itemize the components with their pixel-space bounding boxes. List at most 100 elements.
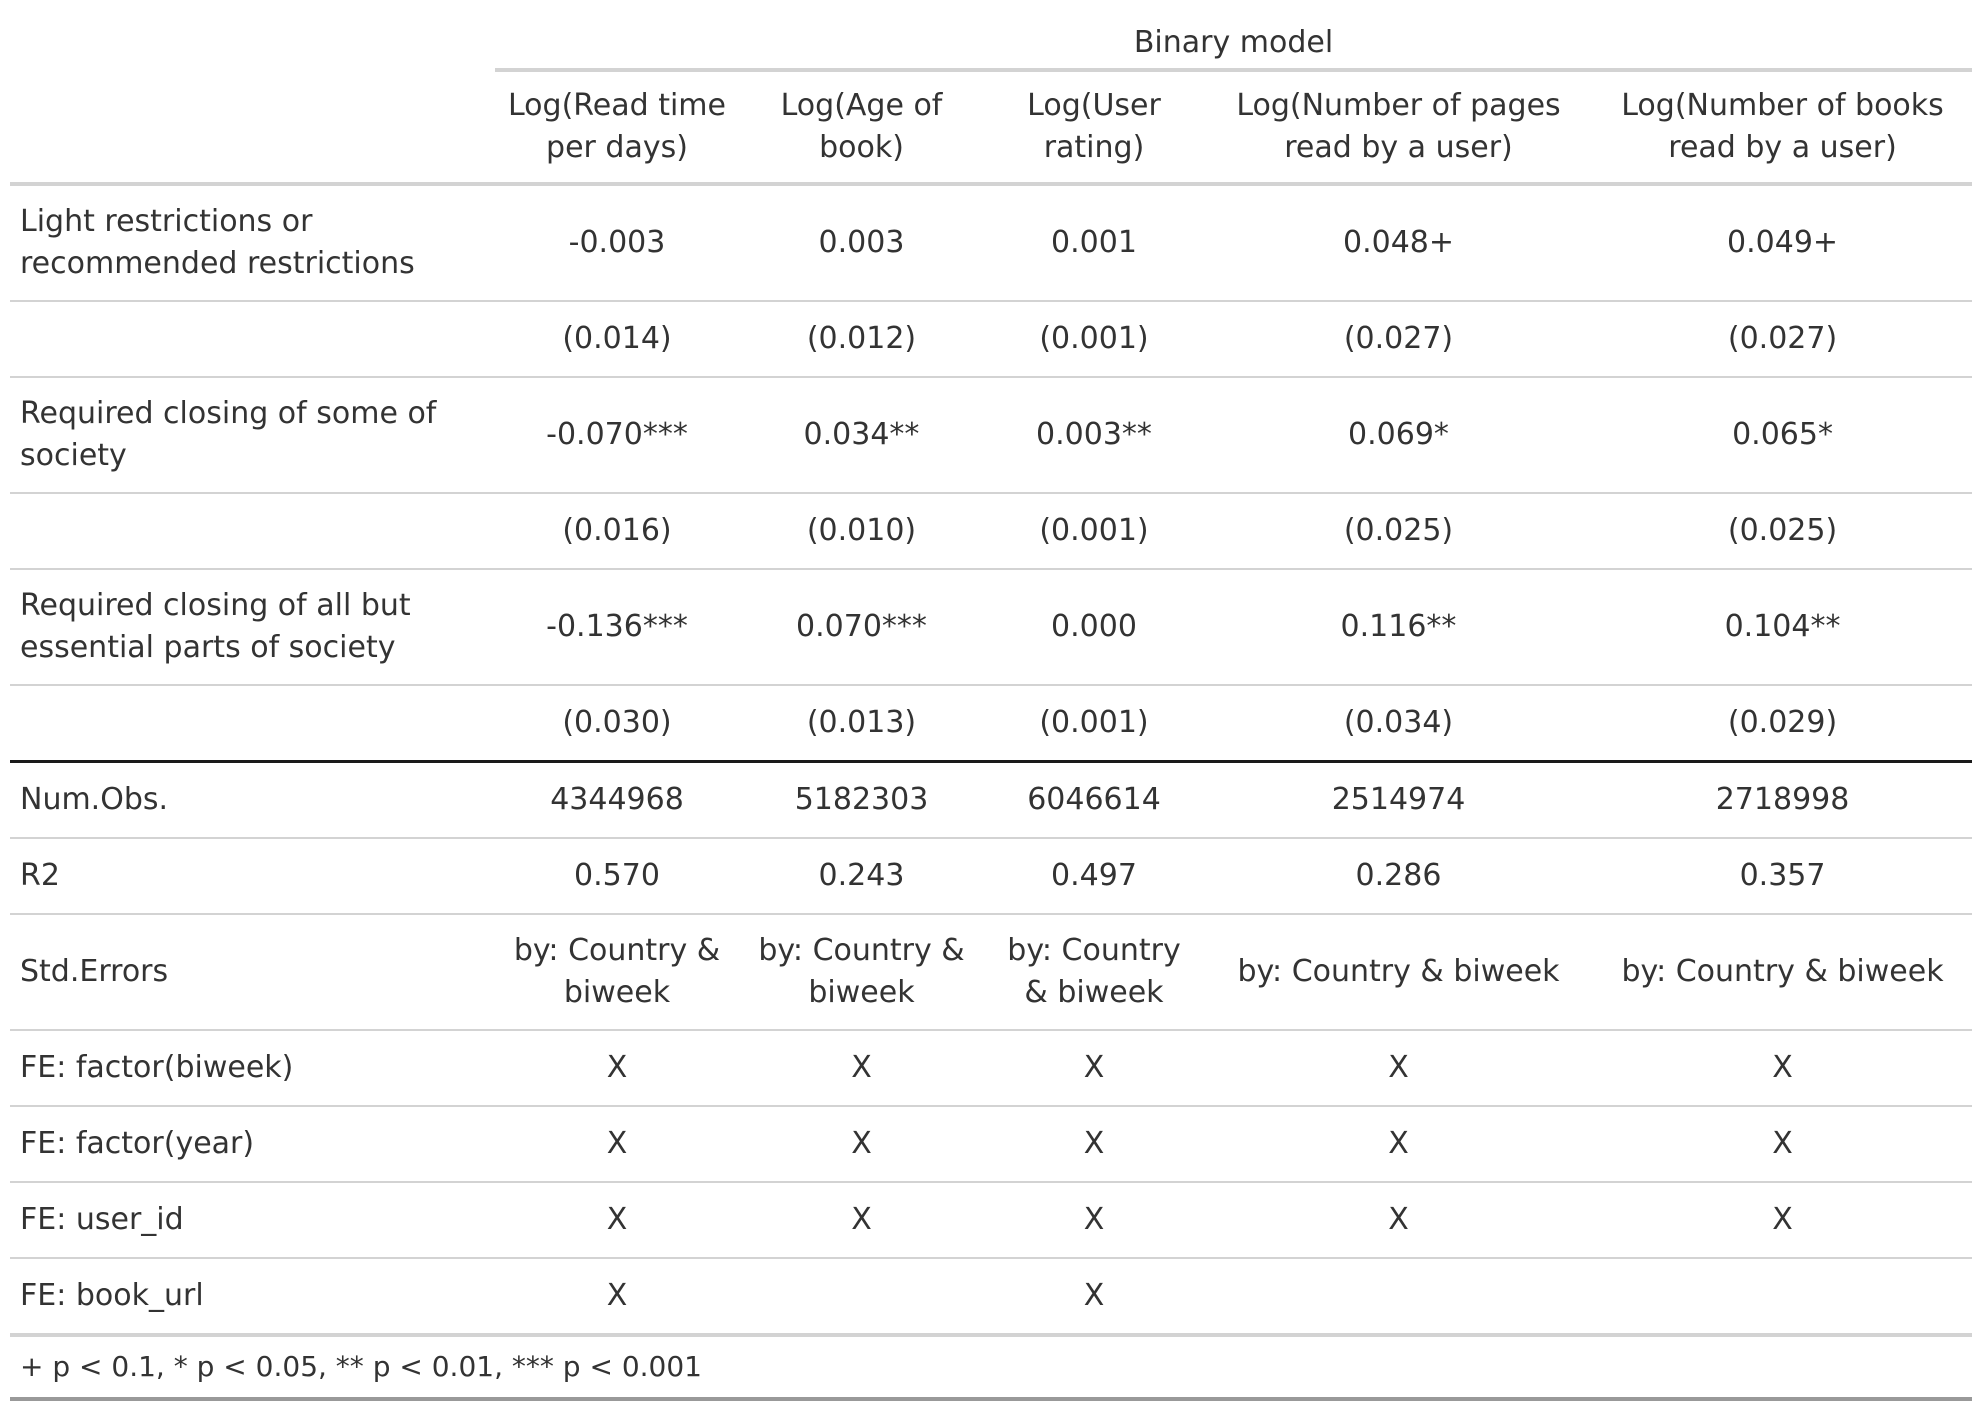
gof-cell: X <box>1204 1182 1593 1259</box>
gof-row-fe-year: FE: factor(year) X X X X X <box>10 1106 1972 1183</box>
estimate-cell: 0.070*** <box>739 569 984 686</box>
std-error-cell: (0.012) <box>739 301 984 378</box>
coefficient-row: Light restrictions or recommended restri… <box>10 184 1972 302</box>
gof-row-fe-biweek: FE: factor(biweek) X X X X X <box>10 1030 1972 1107</box>
gof-cell: by: Country & biweek <box>984 914 1204 1031</box>
gof-cell: X <box>1593 1182 1972 1259</box>
header-corner <box>10 70 495 186</box>
row-label-empty <box>10 301 495 378</box>
gof-cell: 6046614 <box>984 761 1204 839</box>
caption-spacer <box>10 14 495 70</box>
std-error-cell: (0.013) <box>739 685 984 763</box>
gof-cell: by: Country & biweek <box>739 914 984 1031</box>
std-error-cell: (0.027) <box>1204 301 1593 378</box>
std-error-cell: (0.016) <box>495 493 739 570</box>
gof-cell: X <box>495 1258 739 1337</box>
estimate-cell: -0.003 <box>495 184 739 302</box>
row-label: Required closing of all but essential pa… <box>10 569 495 686</box>
estimate-cell: 0.116** <box>1204 569 1593 686</box>
row-label: Num.Obs. <box>10 761 495 839</box>
estimate-cell: 0.048+ <box>1204 184 1593 302</box>
gof-cell: by: Country & biweek <box>1204 914 1593 1031</box>
std-error-cell: (0.034) <box>1204 685 1593 763</box>
row-label: FE: factor(year) <box>10 1106 495 1183</box>
gof-cell: X <box>984 1182 1204 1259</box>
std-error-cell: (0.027) <box>1593 301 1972 378</box>
column-header: Log(User rating) <box>984 70 1204 186</box>
gof-cell: X <box>495 1030 739 1107</box>
gof-cell: 0.570 <box>495 838 739 915</box>
gof-cell: 0.286 <box>1204 838 1593 915</box>
column-header: Log(Age of book) <box>739 70 984 186</box>
std-error-row: (0.016) (0.010) (0.001) (0.025) (0.025) <box>10 493 1972 570</box>
significance-footnote: + p < 0.1, * p < 0.05, ** p < 0.01, *** … <box>10 1335 1972 1401</box>
std-error-cell: (0.001) <box>984 301 1204 378</box>
gof-cell: 0.497 <box>984 838 1204 915</box>
gof-cell: 5182303 <box>739 761 984 839</box>
row-label: Required closing of some of society <box>10 377 495 494</box>
coefficient-row: Required closing of some of society -0.0… <box>10 377 1972 494</box>
gof-cell: X <box>739 1030 984 1107</box>
gof-cell: X <box>984 1258 1204 1337</box>
std-error-cell: (0.010) <box>739 493 984 570</box>
row-label: FE: book_url <box>10 1258 495 1337</box>
row-label: R2 <box>10 838 495 915</box>
gof-row-std-errors: Std.Errors by: Country & biweek by: Coun… <box>10 914 1972 1031</box>
row-label-empty <box>10 685 495 763</box>
gof-row-r2: R2 0.570 0.243 0.497 0.286 0.357 <box>10 838 1972 915</box>
gof-cell: 2718998 <box>1593 761 1972 839</box>
estimate-cell: 0.003** <box>984 377 1204 494</box>
estimate-cell: 0.069* <box>1204 377 1593 494</box>
gof-cell: X <box>1204 1030 1593 1107</box>
column-header: Log(Number of pages read by a user) <box>1204 70 1593 186</box>
gof-cell <box>1204 1258 1593 1337</box>
gof-cell: X <box>984 1030 1204 1107</box>
estimate-cell: 0.065* <box>1593 377 1972 494</box>
std-error-cell: (0.014) <box>495 301 739 378</box>
gof-cell: X <box>984 1106 1204 1183</box>
std-error-cell: (0.030) <box>495 685 739 763</box>
gof-row-num-obs: Num.Obs. 4344968 5182303 6046614 2514974… <box>10 761 1972 839</box>
std-error-row: (0.030) (0.013) (0.001) (0.034) (0.029) <box>10 685 1972 763</box>
gof-cell: X <box>739 1106 984 1183</box>
gof-cell: 0.357 <box>1593 838 1972 915</box>
std-error-cell: (0.029) <box>1593 685 1972 763</box>
estimate-cell: 0.003 <box>739 184 984 302</box>
regression-table-container: Binary model Log(Read time per days) Log… <box>10 14 1972 1401</box>
gof-cell: X <box>1593 1106 1972 1183</box>
gof-row-fe-user-id: FE: user_id X X X X X <box>10 1182 1972 1259</box>
table-caption: Binary model <box>495 14 1972 72</box>
row-label: Std.Errors <box>10 914 495 1031</box>
row-label: Light restrictions or recommended restri… <box>10 184 495 302</box>
gof-cell: X <box>495 1106 739 1183</box>
estimate-cell: 0.000 <box>984 569 1204 686</box>
gof-cell: 2514974 <box>1204 761 1593 839</box>
estimate-cell: 0.049+ <box>1593 184 1972 302</box>
column-header: Log(Number of books read by a user) <box>1593 70 1972 186</box>
gof-cell: by: Country & biweek <box>495 914 739 1031</box>
gof-cell: 4344968 <box>495 761 739 839</box>
gof-cell: X <box>1204 1106 1593 1183</box>
estimate-cell: -0.136*** <box>495 569 739 686</box>
gof-cell: X <box>739 1182 984 1259</box>
std-error-cell: (0.001) <box>984 493 1204 570</box>
caption-row: Binary model <box>10 14 1972 72</box>
column-header-row: Log(Read time per days) Log(Age of book)… <box>10 70 1972 186</box>
regression-table: Binary model Log(Read time per days) Log… <box>10 14 1972 1401</box>
std-error-cell: (0.025) <box>1593 493 1972 570</box>
gof-cell: X <box>1593 1030 1972 1107</box>
coefficient-row: Required closing of all but essential pa… <box>10 569 1972 686</box>
gof-cell <box>739 1258 984 1337</box>
gof-cell: X <box>495 1182 739 1259</box>
gof-cell <box>1593 1258 1972 1337</box>
row-label-empty <box>10 493 495 570</box>
row-label: FE: factor(biweek) <box>10 1030 495 1107</box>
std-error-row: (0.014) (0.012) (0.001) (0.027) (0.027) <box>10 301 1972 378</box>
gof-cell: 0.243 <box>739 838 984 915</box>
std-error-cell: (0.025) <box>1204 493 1593 570</box>
std-error-cell: (0.001) <box>984 685 1204 763</box>
estimate-cell: 0.001 <box>984 184 1204 302</box>
gof-row-fe-book-url: FE: book_url X X <box>10 1258 1972 1337</box>
row-label: FE: user_id <box>10 1182 495 1259</box>
estimate-cell: 0.104** <box>1593 569 1972 686</box>
